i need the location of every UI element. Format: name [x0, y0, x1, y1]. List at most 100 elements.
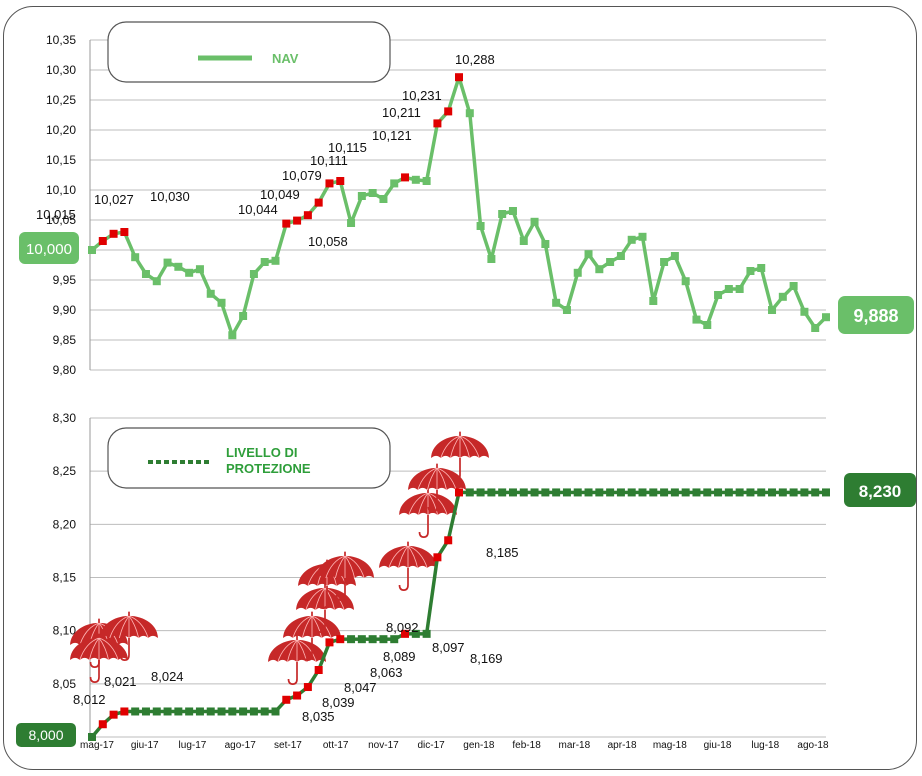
- nav-y-tick-label: 10,15: [46, 153, 76, 167]
- nav-point: [519, 237, 528, 245]
- protection-legend-label-line-2: PROTEZIONE: [226, 461, 311, 476]
- protection-point: [508, 488, 517, 497]
- protection-point: [379, 635, 388, 644]
- nav-point: [778, 292, 787, 301]
- protection-legend-label-line-1: LIVELLO DI: [226, 445, 298, 460]
- nav-point: [724, 285, 733, 293]
- nav-point: [293, 216, 302, 225]
- protection-start-badge-box: [16, 723, 76, 747]
- protection-point: [768, 488, 777, 497]
- nav-point: [282, 219, 291, 228]
- protection-point: [357, 635, 366, 644]
- nav-legend: NAV: [107, 21, 391, 83]
- protection-x-tick-label: feb-18: [512, 740, 541, 751]
- nav-start-badge: 10,000: [19, 232, 79, 264]
- nav-point: [606, 258, 615, 266]
- protection-point: [606, 488, 615, 497]
- nav-point: [811, 324, 820, 332]
- protection-point: [822, 488, 830, 497]
- protection-data-label: 8,097: [432, 640, 465, 655]
- protection-y-tick-label: 8,25: [53, 464, 77, 478]
- umbrella-icon: [267, 634, 327, 685]
- protection-point: [703, 488, 712, 497]
- protection-y-tick-label: 8,15: [53, 571, 77, 585]
- nav-point: [347, 219, 356, 227]
- protection-point: [390, 635, 399, 644]
- protection-point: [422, 629, 431, 638]
- protection-point: [152, 707, 161, 716]
- nav-point: [465, 109, 474, 118]
- protection-x-tick-label: giu-17: [131, 740, 159, 751]
- protection-data-label: 8,063: [370, 665, 403, 680]
- nav-point: [249, 270, 258, 278]
- nav-data-label: 10,079: [282, 168, 322, 183]
- protection-data-labels: 8,012 8,021 8,024 8,0358,0398,0478,0638,089…: [73, 545, 519, 724]
- protection-point: [573, 488, 582, 497]
- nav-y-tick-label: 9,95: [53, 273, 77, 287]
- protection-x-tick-label: gen-18: [463, 740, 495, 751]
- nav-legend-box: [107, 21, 391, 83]
- nav-data-label: 10,058: [308, 234, 348, 249]
- nav-point: [800, 307, 809, 316]
- protection-point: [271, 707, 280, 716]
- nav-data-label: 10,115: [328, 140, 367, 155]
- protection-point: [206, 707, 215, 716]
- nav-gridlines: [90, 39, 826, 371]
- nav-point: [562, 306, 571, 314]
- protection-point: [638, 488, 647, 497]
- protection-point: [757, 488, 766, 497]
- protection-y-tick-label: 8,30: [53, 411, 77, 425]
- protection-point: [195, 707, 204, 716]
- protection-x-tick-label: apr-18: [608, 740, 637, 751]
- nav-point: [670, 252, 679, 260]
- nav-point: [822, 313, 830, 322]
- nav-point: [757, 264, 766, 272]
- protection-start-label: 8,000: [28, 727, 63, 743]
- nav-point: [476, 222, 485, 230]
- nav-point: [660, 258, 669, 266]
- nav-end-label: 9,888: [853, 306, 898, 326]
- protection-end-badge-box: [844, 473, 916, 507]
- protection-end-label: 8,230: [859, 482, 902, 501]
- nav-point: [649, 297, 658, 305]
- nav-data-label: 10,211: [382, 105, 421, 120]
- protection-point: [433, 553, 442, 562]
- protection-point: [455, 488, 463, 497]
- protection-point: [595, 488, 604, 497]
- protection-legend: LIVELLO DI PROTEZIONE: [107, 427, 391, 489]
- protection-point: [562, 488, 571, 497]
- protection-x-tick-label: ago-17: [225, 740, 257, 751]
- protection-point: [174, 707, 183, 716]
- nav-legend-label: NAV: [272, 51, 299, 66]
- nav-point: [768, 306, 777, 314]
- protection-y-tick-label: 8,10: [53, 624, 77, 638]
- nav-point: [498, 210, 507, 218]
- nav-point: [98, 237, 107, 245]
- protection-y-tick-label: 8,05: [53, 677, 77, 691]
- nav-point: [141, 270, 150, 278]
- protection-point: [681, 488, 690, 497]
- protection-point: [303, 683, 312, 692]
- protection-point: [217, 707, 226, 716]
- protection-point: [519, 488, 528, 497]
- protection-point: [584, 488, 593, 497]
- nav-point: [131, 253, 140, 262]
- nav-point: [616, 252, 625, 260]
- nav-point: [260, 258, 269, 266]
- protection-point: [88, 733, 96, 741]
- protection-data-label: 8,024: [151, 669, 184, 684]
- protection-point: [670, 488, 679, 497]
- nav-point: [120, 228, 129, 236]
- nav-point: [714, 291, 723, 299]
- protection-gridlines: [90, 417, 826, 738]
- protection-point: [800, 488, 809, 497]
- protection-point: [249, 707, 258, 716]
- protection-point: [141, 707, 150, 716]
- nav-point: [357, 192, 366, 200]
- protection-series: [88, 488, 830, 741]
- protection-point: [789, 488, 798, 497]
- protection-point: [649, 488, 658, 497]
- nav-point: [638, 232, 647, 241]
- protection-point: [735, 488, 744, 497]
